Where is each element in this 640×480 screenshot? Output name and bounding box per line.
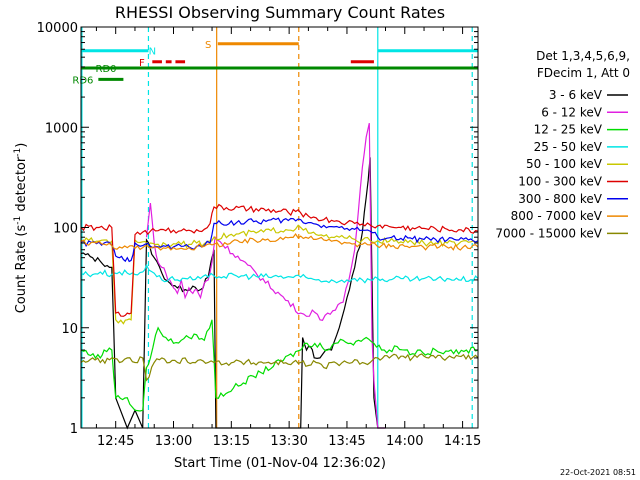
legend-entry-label: 3 - 6 keV: [549, 88, 603, 102]
series-lines: [80, 122, 479, 430]
series-line-7: [80, 232, 479, 251]
legend-entry-label: 800 - 7000 keV: [511, 209, 603, 223]
legend-entry-label: 12 - 25 keV: [534, 123, 603, 137]
series-line-5: [80, 203, 479, 317]
x-tick-label: 14:00: [386, 434, 423, 449]
legend-entry-label: 50 - 100 keV: [526, 157, 603, 171]
y-label-part-3: ): [14, 143, 29, 148]
y-label-part-1: Count Rate (s: [14, 225, 29, 314]
series-line-0: [80, 157, 386, 430]
y-label-sup-1: -1: [13, 216, 23, 225]
x-tick-label: 12:45: [97, 434, 134, 449]
chart-title: RHESSI Observing Summary Count Rates: [115, 3, 445, 22]
y-tick-label: 10: [61, 322, 78, 337]
legend-entry-label: 100 - 300 keV: [518, 175, 602, 189]
series-line-8: [80, 353, 479, 382]
legend-header-line-1: Det 1,3,4,5,6,9,: [536, 49, 630, 63]
legend: Det 1,3,4,5,6,9, FDecim 1, Att 0 3 - 6 k…: [495, 49, 630, 240]
x-axis-label: Start Time (01-Nov-04 12:36:02): [174, 456, 386, 471]
footer-timestamp: 22-Oct-2021 08:51: [560, 468, 636, 477]
x-tick-label: 13:30: [270, 434, 307, 449]
series-line-2: [80, 319, 479, 412]
legend-header-line-2: FDecim 1, Att 0: [537, 66, 630, 80]
mode-transition-lines: [81, 27, 473, 428]
flag-label-f: F: [139, 58, 145, 69]
legend-entry-label: 25 - 50 keV: [534, 140, 603, 154]
flag-label-s: S: [205, 40, 211, 51]
x-tick-label: 13:15: [213, 434, 250, 449]
y-tick-label: 100: [53, 222, 78, 237]
series-line-1: [145, 122, 386, 429]
y-label-part-2: detector: [14, 156, 29, 216]
series-line-3: [80, 263, 479, 284]
x-tick-label: 14:15: [444, 434, 481, 449]
y-tick-label: 10000: [37, 21, 78, 36]
legend-entry-label: 6 - 12 keV: [541, 105, 603, 119]
flag-label-rd0: RD0: [96, 64, 117, 75]
x-tick-label: 13:00: [155, 434, 192, 449]
series-line-6: [80, 217, 479, 263]
y-tick-label: 1: [70, 422, 78, 437]
flag-label-rd6: RD6: [72, 75, 93, 86]
legend-entry-label: 7000 - 15000 keV: [495, 226, 602, 240]
legend-entry-label: 300 - 800 keV: [518, 192, 602, 206]
axes: 12:45 13:00 13:15 13:30 13:45 14:00 14:15 1 10 10…: [37, 21, 482, 449]
x-tick-label: 13:45: [328, 434, 365, 449]
y-label-sup-2: -1: [13, 148, 23, 157]
series-line-4: [80, 224, 479, 325]
y-axis-label: Count Rate (s-1 detector-1): [13, 143, 29, 314]
flag-label-n: N: [149, 47, 156, 58]
y-tick-label: 1000: [45, 121, 78, 136]
